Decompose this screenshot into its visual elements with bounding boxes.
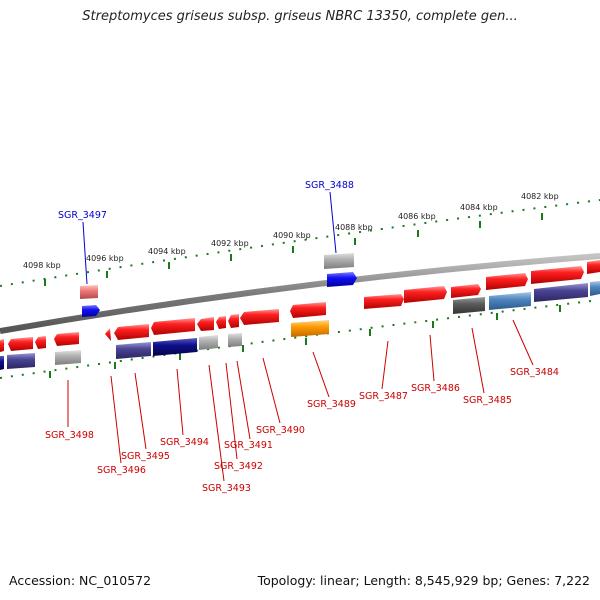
- callout-lines: [67, 191, 534, 482]
- kbp-label: 4092 kbp: [211, 239, 249, 248]
- gene-arrow[interactable]: [151, 318, 195, 335]
- outer-band-genes: [80, 253, 357, 317]
- gene-arrow[interactable]: [197, 317, 214, 331]
- gene-arrow[interactable]: [54, 332, 79, 346]
- gene-arrow[interactable]: [404, 286, 447, 303]
- gene-label-sgr-3490[interactable]: SGR_3490: [256, 425, 305, 436]
- gene-arrow[interactable]: [587, 260, 600, 274]
- gene-arrow[interactable]: [80, 285, 98, 299]
- kbp-label: 4096 kbp: [86, 254, 124, 263]
- gene-arrow[interactable]: [0, 339, 4, 352]
- gene-arrow[interactable]: [35, 336, 46, 349]
- gene-arrow[interactable]: [116, 342, 151, 359]
- genome-backbone: [0, 253, 600, 334]
- kbp-label: 4082 kbp: [521, 192, 559, 201]
- gene-arrow[interactable]: [290, 302, 326, 318]
- gene-arrow[interactable]: [114, 324, 149, 340]
- gene-label-sgr-3498[interactable]: SGR_3498: [45, 430, 94, 441]
- inner-scale: [0, 299, 600, 379]
- gene-arrow[interactable]: [327, 272, 357, 287]
- gene-label-sgr-3488[interactable]: SGR_3488: [305, 180, 354, 191]
- gene-label-sgr-3484[interactable]: SGR_3484: [510, 367, 559, 378]
- gene-arrow[interactable]: [453, 297, 485, 314]
- gene-arrow[interactable]: [534, 283, 588, 302]
- gene-arrow[interactable]: [590, 281, 600, 296]
- gene-arrow[interactable]: [82, 305, 100, 317]
- map-title: Streptomyces griseus subsp. griseus NBRC…: [82, 9, 518, 24]
- gene-label-sgr-3494[interactable]: SGR_3494: [160, 437, 209, 448]
- gene-arrow[interactable]: [486, 273, 528, 290]
- gene-arrow[interactable]: [0, 356, 4, 370]
- gene-arrow[interactable]: [364, 294, 404, 309]
- gene-arrow[interactable]: [228, 314, 239, 328]
- gene-arrow[interactable]: [324, 253, 354, 269]
- kbp-label: 4098 kbp: [23, 261, 61, 270]
- gene-label-sgr-3491[interactable]: SGR_3491: [224, 440, 273, 451]
- gene-label-sgr-3497[interactable]: SGR_3497: [58, 210, 107, 221]
- kbp-label: 4090 kbp: [273, 231, 311, 240]
- accession-label: Accession: NC_010572: [9, 573, 152, 588]
- gene-label-sgr-3487[interactable]: SGR_3487: [359, 391, 408, 402]
- gene-arrow[interactable]: [55, 350, 81, 365]
- gene-label-sgr-3492[interactable]: SGR_3492: [214, 461, 263, 472]
- gene-arrow[interactable]: [489, 292, 531, 310]
- gene-arrow[interactable]: [7, 353, 35, 369]
- forward-strand-genes: [364, 260, 600, 309]
- forward-strand-row2: [453, 281, 600, 314]
- gene-arrow[interactable]: [531, 266, 584, 284]
- kbp-label: 4094 kbp: [148, 247, 186, 256]
- gene-arrow[interactable]: [291, 320, 329, 337]
- reverse-strand-genes: [0, 302, 326, 352]
- kbp-label: 4088 kbp: [335, 223, 373, 232]
- gene-label-sgr-3486[interactable]: SGR_3486: [411, 383, 460, 394]
- gene-labels: SGR_3497 SGR_3488 SGR_3498 SGR_3496 SGR_…: [45, 180, 559, 494]
- gene-arrow[interactable]: [153, 338, 197, 356]
- outer-scale: [0, 199, 600, 287]
- gene-arrow[interactable]: [8, 337, 33, 351]
- gene-label-sgr-3495[interactable]: SGR_3495: [121, 451, 170, 462]
- kbp-label: 4086 kbp: [398, 212, 436, 221]
- kbp-label: 4084 kbp: [460, 203, 498, 212]
- gene-label-sgr-3485[interactable]: SGR_3485: [463, 395, 512, 406]
- gene-label-sgr-3496[interactable]: SGR_3496: [97, 465, 146, 476]
- gene-arrow[interactable]: [199, 335, 218, 350]
- gene-arrow[interactable]: [240, 309, 279, 325]
- gene-arrow[interactable]: [451, 284, 481, 298]
- reverse-strand-row2: [0, 320, 329, 370]
- gene-arrow[interactable]: [105, 328, 111, 341]
- kbp-labels: 4098 kbp 4096 kbp 4094 kbp 4092 kbp 4090…: [23, 192, 559, 270]
- topology-label: Topology: linear; Length: 8,545,929 bp; …: [257, 573, 590, 588]
- gene-label-sgr-3489[interactable]: SGR_3489: [307, 399, 356, 410]
- gene-label-sgr-3493[interactable]: SGR_3493: [202, 483, 251, 494]
- gene-arrow[interactable]: [228, 333, 242, 347]
- gene-arrow[interactable]: [216, 316, 226, 329]
